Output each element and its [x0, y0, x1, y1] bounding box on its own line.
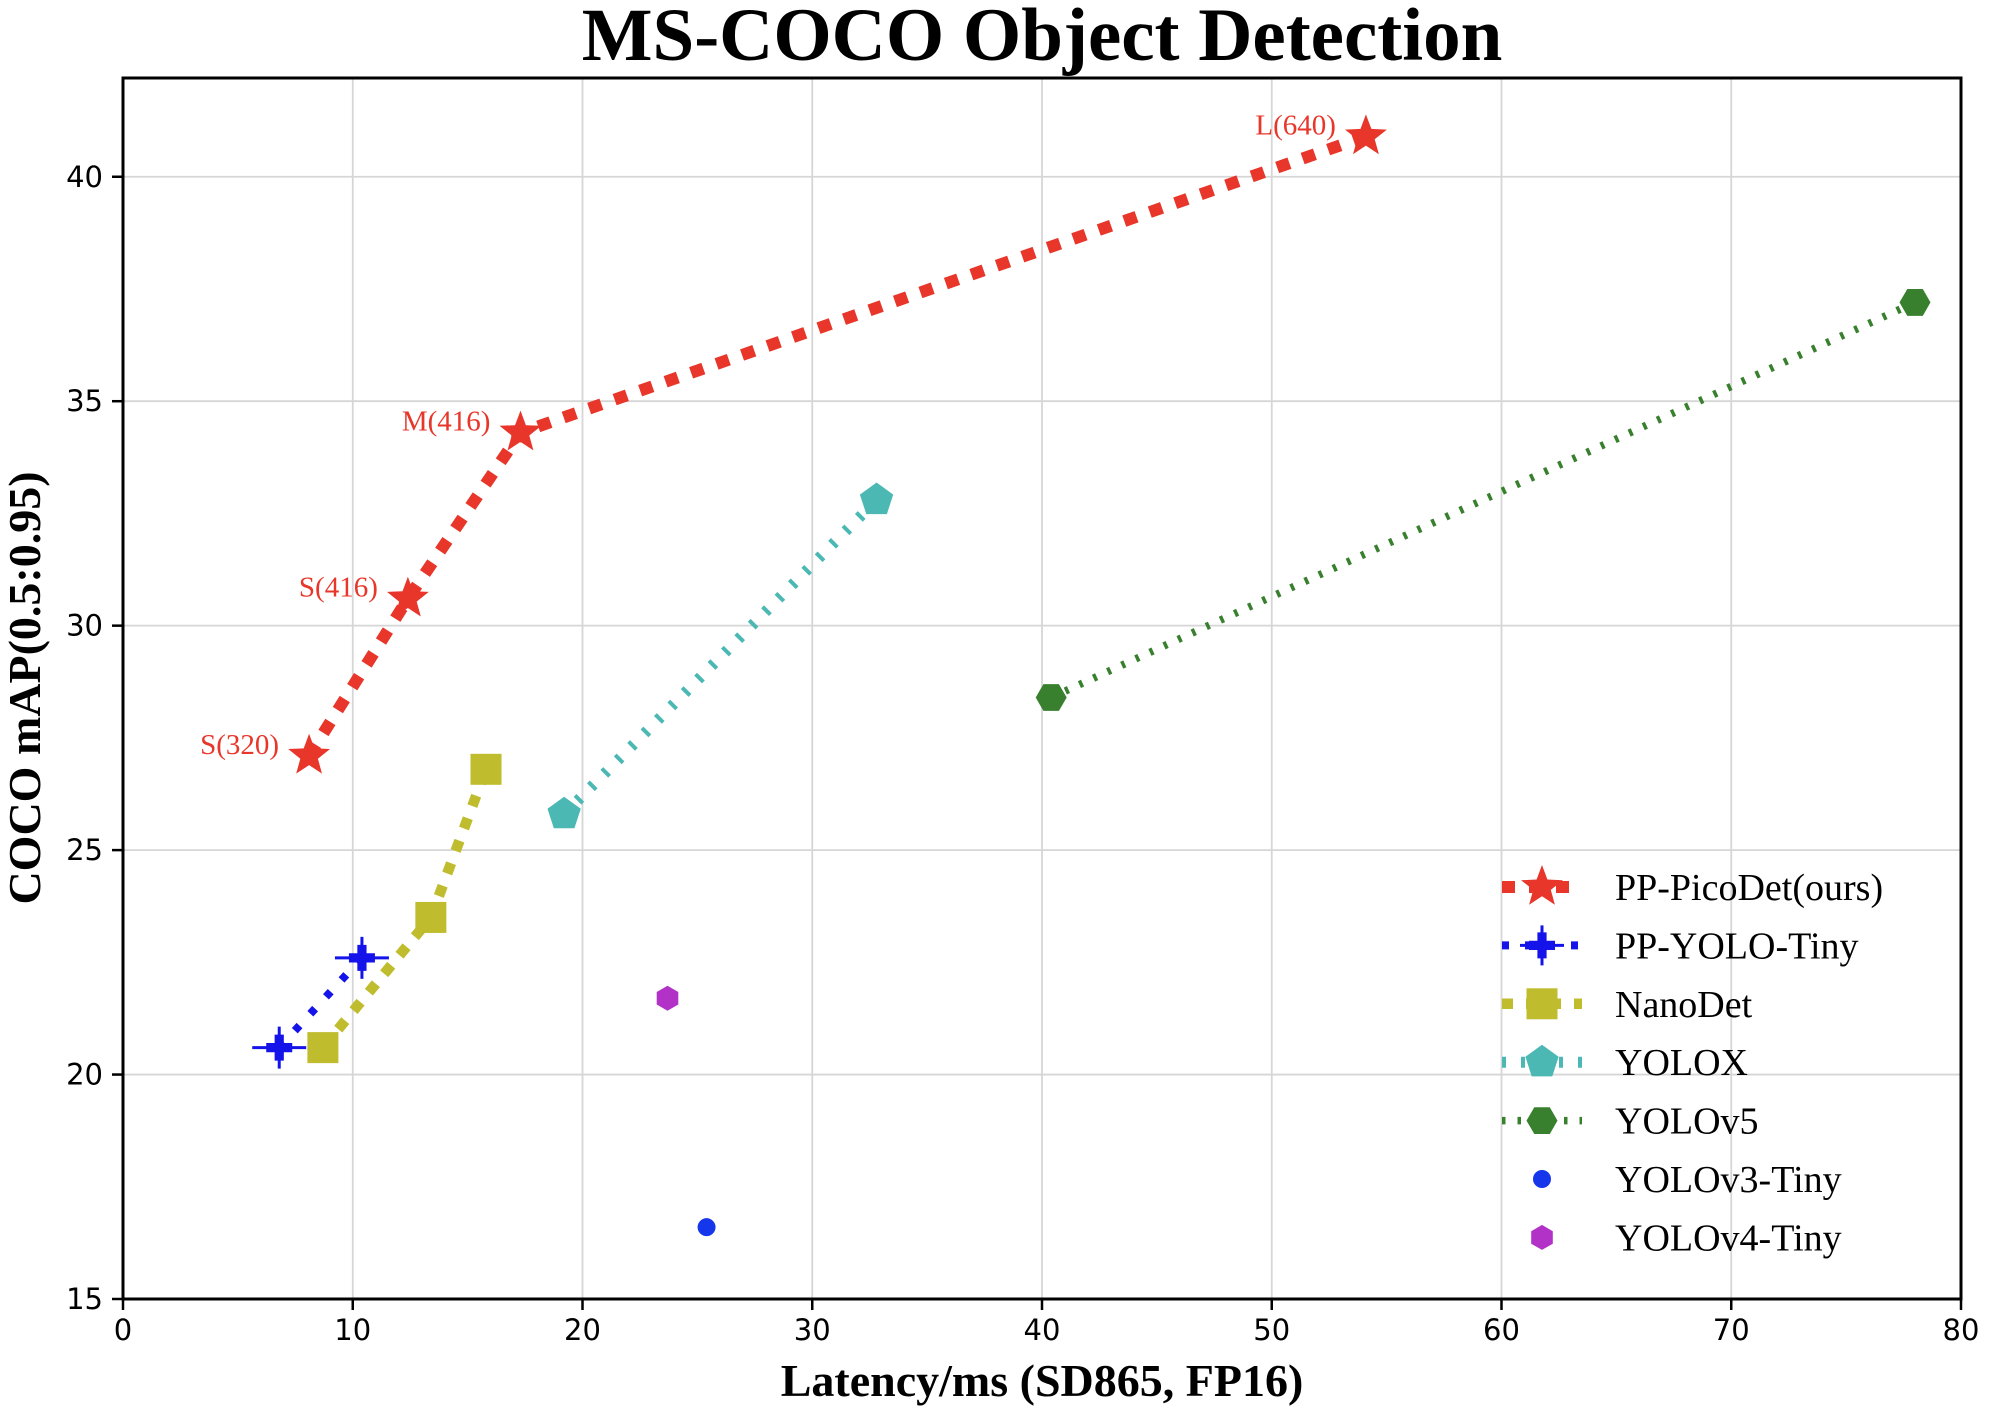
legend-label: PP-PicoDet(ours) — [1615, 867, 1883, 909]
point-label: L(640) — [1255, 109, 1336, 141]
data-point-marker — [1526, 988, 1558, 1020]
series-PP-YOLO-Tiny — [252, 936, 389, 1069]
x-tick-label: 50 — [1253, 1313, 1290, 1347]
series-NanoDet — [307, 753, 502, 1064]
data-point-marker — [1345, 114, 1387, 155]
data-point-marker — [656, 985, 679, 1011]
point-label: S(320) — [200, 729, 279, 761]
y-tick-label: 25 — [66, 833, 103, 867]
legend-entry: YOLOv3-Tiny — [1533, 1159, 1842, 1201]
data-point-marker — [1533, 1170, 1551, 1188]
data-point-marker — [1529, 932, 1555, 959]
x-tick-label: 70 — [1713, 1313, 1750, 1347]
series-PP-PicoDet(ours): S(320) S(416) M(416) L(640) — [200, 109, 1387, 774]
series-YOLOv5 — [1035, 289, 1931, 711]
series-YOLOX — [547, 482, 894, 829]
series-YOLOv4-Tiny — [656, 985, 679, 1011]
legend-entry: PP-YOLO-Tiny — [1502, 925, 1859, 967]
data-point-marker — [1526, 1107, 1558, 1134]
data-point-marker — [1525, 1044, 1559, 1077]
legend-entry: YOLOv5 — [1502, 1101, 1759, 1143]
data-point-marker — [415, 901, 447, 933]
legend-entry: YOLOv4-Tiny — [1531, 1217, 1842, 1259]
data-point-marker — [288, 733, 330, 774]
axes-layer: 0 10 20 30 40 50 60 70 80 15 20 25 30 35 40 — [66, 76, 1980, 1347]
legend-label: YOLOX — [1615, 1042, 1748, 1084]
legend-label: PP-YOLO-Tiny — [1615, 925, 1859, 967]
series-line — [318, 767, 491, 1051]
legend: PP-PicoDet(ours) PP-YOLO-Tiny NanoDet YOLOX… — [1502, 865, 1883, 1259]
y-tick-label: 35 — [66, 384, 103, 418]
series-YOLOv3-Tiny — [697, 1218, 716, 1237]
x-tick-label: 60 — [1483, 1313, 1520, 1347]
series-line — [560, 496, 881, 819]
series-line — [1049, 298, 1917, 701]
data-point-marker — [499, 410, 542, 451]
legend-entry: NanoDet — [1502, 984, 1753, 1026]
x-tick-label: 30 — [794, 1313, 831, 1347]
data-point-marker — [307, 1032, 339, 1064]
point-label: S(416) — [299, 572, 378, 604]
y-tick-label: 15 — [66, 1282, 103, 1316]
series-layer: S(320) S(416) M(416) L(640) — [200, 109, 1931, 1237]
legend-label: YOLOv5 — [1615, 1101, 1759, 1143]
data-point-marker — [1531, 1224, 1553, 1250]
x-tick-label: 40 — [1024, 1313, 1061, 1347]
y-tick-label: 30 — [66, 609, 103, 643]
x-axis-label: Latency/ms (SD865, FP16) — [781, 1355, 1304, 1406]
y-tick-label: 40 — [66, 160, 103, 194]
data-point-marker — [1899, 289, 1931, 316]
y-tick-label: 20 — [66, 1058, 103, 1092]
y-axis-label: COCO mAP(0.5:0.95) — [0, 471, 50, 904]
data-point-marker — [470, 753, 502, 785]
data-point-marker — [266, 1034, 293, 1061]
data-point-marker — [387, 576, 429, 617]
series-line — [304, 130, 1368, 759]
x-tick-label: 0 — [114, 1313, 132, 1347]
x-tick-label: 20 — [564, 1313, 601, 1347]
data-point-marker — [859, 482, 894, 515]
legend-label: YOLOv3-Tiny — [1615, 1159, 1842, 1201]
x-tick-label: 10 — [334, 1313, 371, 1347]
x-tick-label: 80 — [1943, 1313, 1980, 1347]
data-point-marker — [697, 1218, 716, 1237]
data-point-marker — [348, 944, 375, 971]
data-point-marker — [1521, 865, 1563, 905]
data-point-marker — [547, 796, 581, 829]
chart-title: MS-COCO Object Detection — [582, 0, 1503, 77]
data-point-marker — [1035, 684, 1067, 711]
legend-entry: YOLOX — [1502, 1042, 1748, 1084]
grid-layer — [123, 78, 1961, 1299]
legend-label: NanoDet — [1615, 984, 1753, 1026]
point-label: M(416) — [402, 406, 491, 438]
legend-entry: PP-PicoDet(ours) — [1502, 865, 1883, 909]
legend-label: YOLOv4-Tiny — [1615, 1217, 1842, 1259]
